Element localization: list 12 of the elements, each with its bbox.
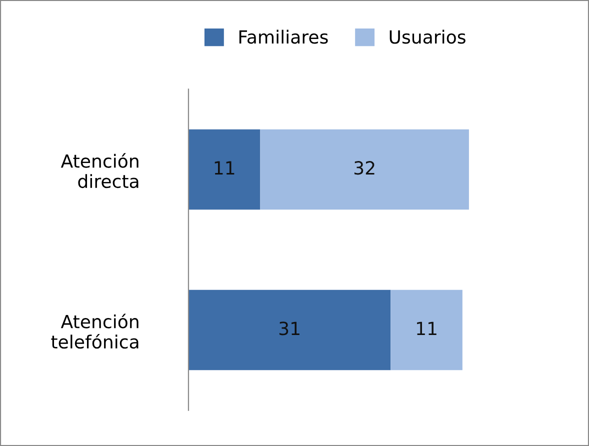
- y-tick-label: Atención telefónica: [51, 314, 138, 349]
- legend-label: Usuarios: [390, 30, 466, 44]
- bar: [188, 290, 391, 370]
- bar: [390, 290, 462, 370]
- data-label: 11: [214, 161, 234, 174]
- data-label: 32: [354, 161, 374, 175]
- data-label: 11: [417, 322, 436, 336]
- bar: [260, 129, 469, 210]
- bar: [188, 129, 260, 210]
- y-tick-label: Atención directa: [60, 153, 138, 188]
- data-label: 31: [279, 322, 300, 336]
- legend-label: Familiares: [239, 30, 328, 44]
